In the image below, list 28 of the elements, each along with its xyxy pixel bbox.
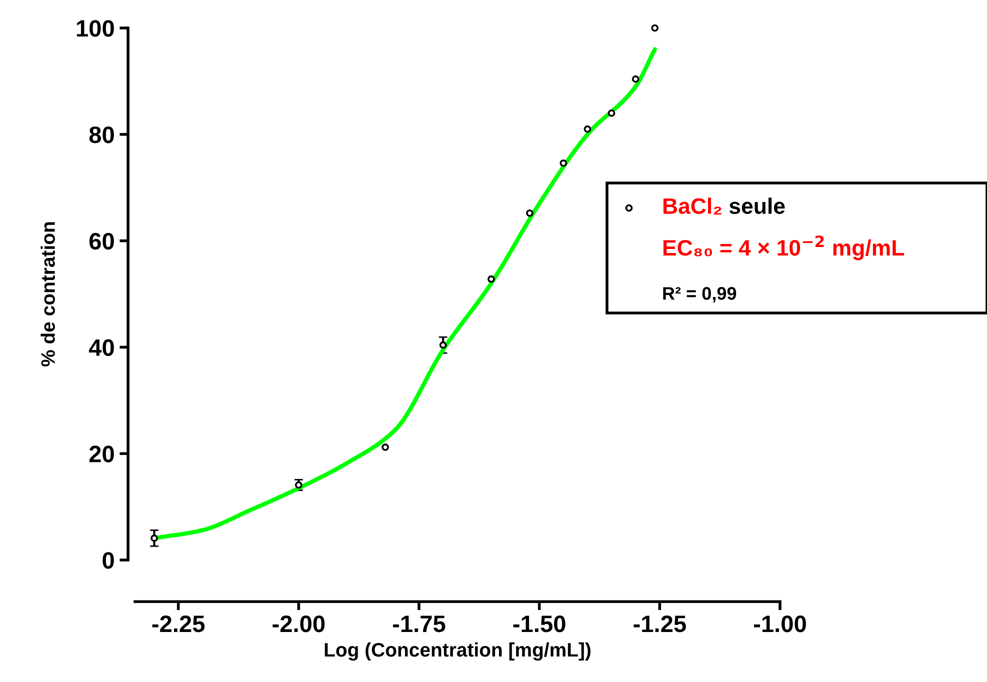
y-tick-label: 20: [89, 446, 114, 462]
legend-label: BaCl₂ seule: [663, 198, 785, 214]
point: [632, 75, 640, 83]
x-tick-label: -1.00: [754, 615, 806, 632]
annotation: R² = 0,99: [663, 287, 736, 302]
x-tick-label: -1.75: [393, 616, 446, 632]
x-tick-label: -1.50: [513, 615, 566, 632]
y-tick-label: 40: [88, 339, 114, 356]
point: [488, 275, 495, 283]
x-tick-label: -1.25: [634, 615, 686, 632]
point: [560, 159, 568, 167]
x-axis-title: Log (Concentration [mg/mL]): [324, 642, 590, 661]
y-tick-label: 100: [76, 20, 114, 37]
point: [608, 109, 616, 117]
point: [382, 444, 389, 451]
y-tick-label: 60: [89, 232, 114, 250]
x-tick-label: -2.00: [272, 615, 325, 632]
point: [439, 341, 447, 349]
point: [294, 481, 302, 489]
point: [584, 125, 592, 133]
point: [150, 534, 158, 542]
point: [526, 209, 534, 217]
y-tick-label: 0: [102, 552, 114, 569]
y-axis-title: % de contration: [40, 222, 55, 366]
point: [651, 24, 659, 32]
x-tick-label: -2.25: [152, 615, 205, 632]
y-tick-label: 80: [89, 126, 114, 144]
annotation: EC₈₀ = 4 × 10$^{−2}$ mg/mL: [663, 235, 904, 260]
